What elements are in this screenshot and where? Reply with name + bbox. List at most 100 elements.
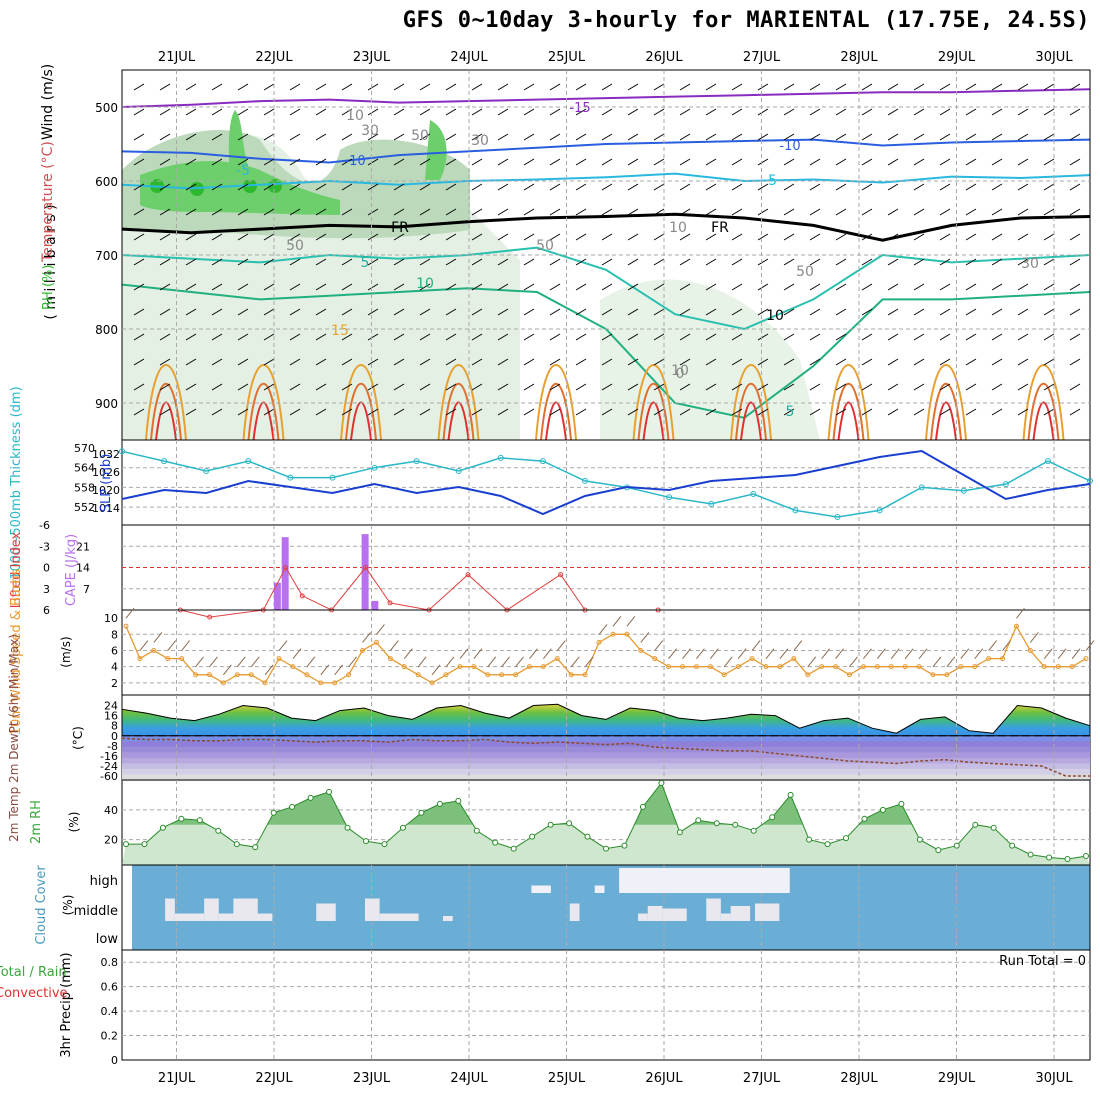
temp2m-tick: 0 [111,730,118,743]
wind-barb [653,308,665,316]
wind-barb-10m [918,648,928,659]
rh2m-point [990,824,997,831]
temp2m-tick: 8 [111,720,118,733]
wind-barb [783,233,795,241]
rh-area [425,120,447,180]
wind-barb-10m [793,640,803,651]
wind-speed-point [777,664,783,670]
wind-barb [549,258,561,266]
wind-barb [939,408,951,416]
wind-barb [887,308,899,316]
wind-barb [861,83,873,91]
wind-speed-point [276,656,282,662]
wind-barb [679,308,691,316]
wind-barb [471,83,483,91]
isotherm-bump [1022,364,1065,441]
wind-barb [913,308,925,316]
wind-barb-10m [348,656,357,668]
wind-barb [523,333,535,341]
wind-barb [237,258,249,266]
wind-barb [445,258,457,266]
wind-barb [549,233,561,241]
wind-barb-10m [876,648,886,659]
wind-barb [913,133,925,141]
wind-barb [991,308,1003,316]
contour-label: 50 [411,128,429,144]
wind-barb [575,358,587,366]
wind-barb [341,258,353,266]
wind-barb [835,108,847,116]
wind-barb-10m [765,648,775,659]
wind-barb [835,158,847,166]
wind-barb [445,183,457,191]
wind-barb [1017,333,1029,341]
wind-barb [471,308,483,316]
wind-barb [653,383,665,391]
wind-barb-10m [167,640,177,651]
wind-barb [887,83,899,91]
wind-barb [159,408,171,416]
wind-barb [575,208,587,216]
wind-barb [1069,308,1081,316]
date-label-bottom: 22JUL [255,1071,293,1086]
wind-barb [263,108,275,116]
wind-barb [575,383,587,391]
thickness-tick: 558 [74,481,95,494]
wind-speed-point [916,664,922,670]
cloud-middle-bar [730,906,751,921]
wind-speed-point [526,664,532,670]
rh2m-tick: 20 [104,834,118,847]
isotherm-bump [345,383,377,441]
isotherm-bump [1032,401,1055,441]
contour-label: 30 [471,133,489,149]
wind-barb [913,208,925,216]
wind-barb [549,333,561,341]
wind-barb [991,208,1003,216]
wind-speed-point [819,664,825,670]
wind-barb [575,408,587,416]
wind-barb [185,333,197,341]
wind-speed-point [290,664,296,670]
wind-barb [523,233,535,241]
wind-barb [393,83,405,91]
wind-barb-10m [723,656,733,668]
wind-speed-point [248,672,254,678]
wind-barb [601,233,613,241]
wind-barb [965,333,977,341]
wind-barb [965,158,977,166]
wind-barb [575,108,587,116]
wind-barb [705,283,717,291]
wind-barb [575,283,587,291]
wind-barb [705,408,717,416]
rh2m-point [898,800,905,807]
wind-barb [419,308,431,316]
wind-barb [861,258,873,266]
wind-barb-10m [709,648,719,659]
wind-barb [783,208,795,216]
wind-speed-point [137,656,143,662]
wind-barb [783,258,795,266]
contour-label: -10 [344,154,365,169]
wind-barb-10m [334,664,344,676]
date-label-bottom: 24JUL [450,1071,488,1086]
wind-barb [601,408,613,416]
wind-speed-point [930,672,936,678]
wind-speed-point [1027,647,1033,653]
thickness-point [876,507,883,514]
wind-barb [367,83,379,91]
wind-barb [939,158,951,166]
wind-barb-10m [320,664,330,676]
cloud-tick: high [90,874,118,889]
wind-barb [367,308,379,316]
li-point [283,565,289,570]
wind-barb [471,108,483,116]
wind-barb [159,133,171,141]
wind-barb-10m [584,656,594,668]
wind-barb [367,283,379,291]
wind-barb [601,108,613,116]
wind-barb [835,358,847,366]
wind-barb [1017,308,1029,316]
wind-speed-point [735,664,741,670]
wind-speed-point [833,664,839,670]
wind-barb [861,333,873,341]
